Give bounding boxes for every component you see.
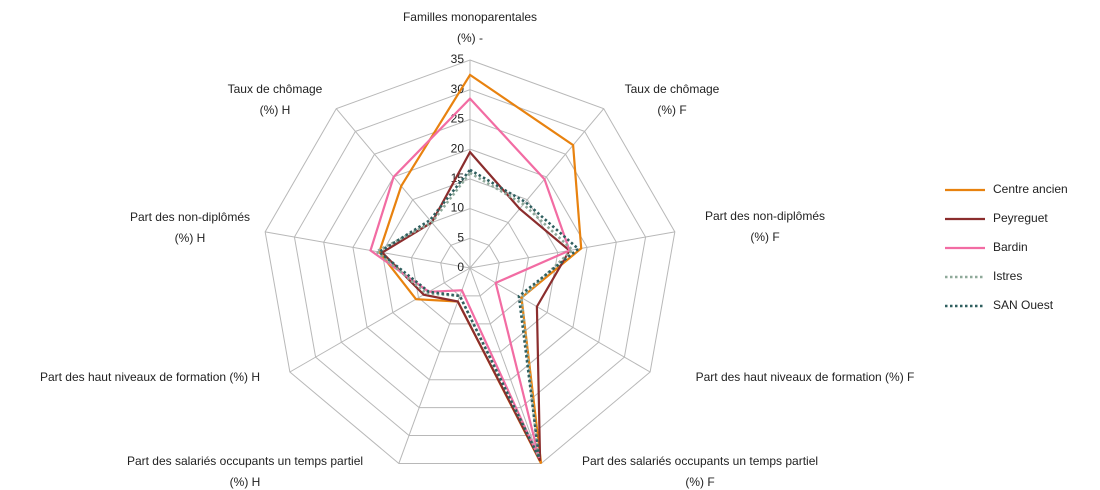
axis-label: Taux de chômage [228,82,323,96]
spoke [265,231,471,269]
axis-label: Part des salariés occupants un temps par… [582,454,818,468]
spoke [335,108,471,269]
axis-label: Part des haut niveaux de formation (%) F [696,370,915,384]
axis-label: (%) F [657,103,686,117]
spoke [469,267,542,464]
axis-label: (%) F [750,230,779,244]
r-tick-label: 0 [457,260,464,274]
r-tick-label: 30 [451,82,465,96]
axis-label: (%) - [457,31,483,45]
axis-label: (%) H [175,231,206,245]
axis-label: (%) F [685,475,714,489]
grid-ring [381,178,559,353]
axis-label: Part des salariés occupants un temps par… [127,454,363,468]
axis-label: Part des non-diplômés [130,210,250,224]
grid-ring [264,59,676,464]
legend-label: Bardin [993,240,1028,254]
axis-label: Taux de chômage [625,82,720,96]
spoke [289,267,471,373]
axis-label: Part des haut niveaux de formation (%) H [40,370,260,384]
series-line [374,171,575,456]
grid-ring [323,118,617,409]
spoke [469,267,651,373]
spoke [469,231,675,269]
grid-ring [352,148,588,381]
r-tick-label: 10 [451,201,465,215]
legend-label: Istres [993,269,1022,283]
series-line [380,150,571,462]
r-tick-label: 25 [451,112,465,126]
r-tick-label: 20 [451,141,465,155]
grid-ring [440,237,500,297]
axis-label: (%) H [230,475,261,489]
axis-label: Part des non-diplômés [705,209,825,223]
series-line [369,97,571,459]
axis-label: Familles monoparentales [403,10,537,24]
legend-label: Peyreguet [993,211,1048,225]
r-tick-label: 5 [457,230,464,244]
series-line [377,168,581,459]
legend-label: Centre ancien [993,182,1068,196]
legend-label: SAN Ouest [993,298,1054,312]
r-tick-label: 35 [451,52,465,66]
axis-label: (%) H [260,103,291,117]
grid-ring [293,89,647,437]
series-line [378,73,583,465]
spoke [469,108,605,269]
